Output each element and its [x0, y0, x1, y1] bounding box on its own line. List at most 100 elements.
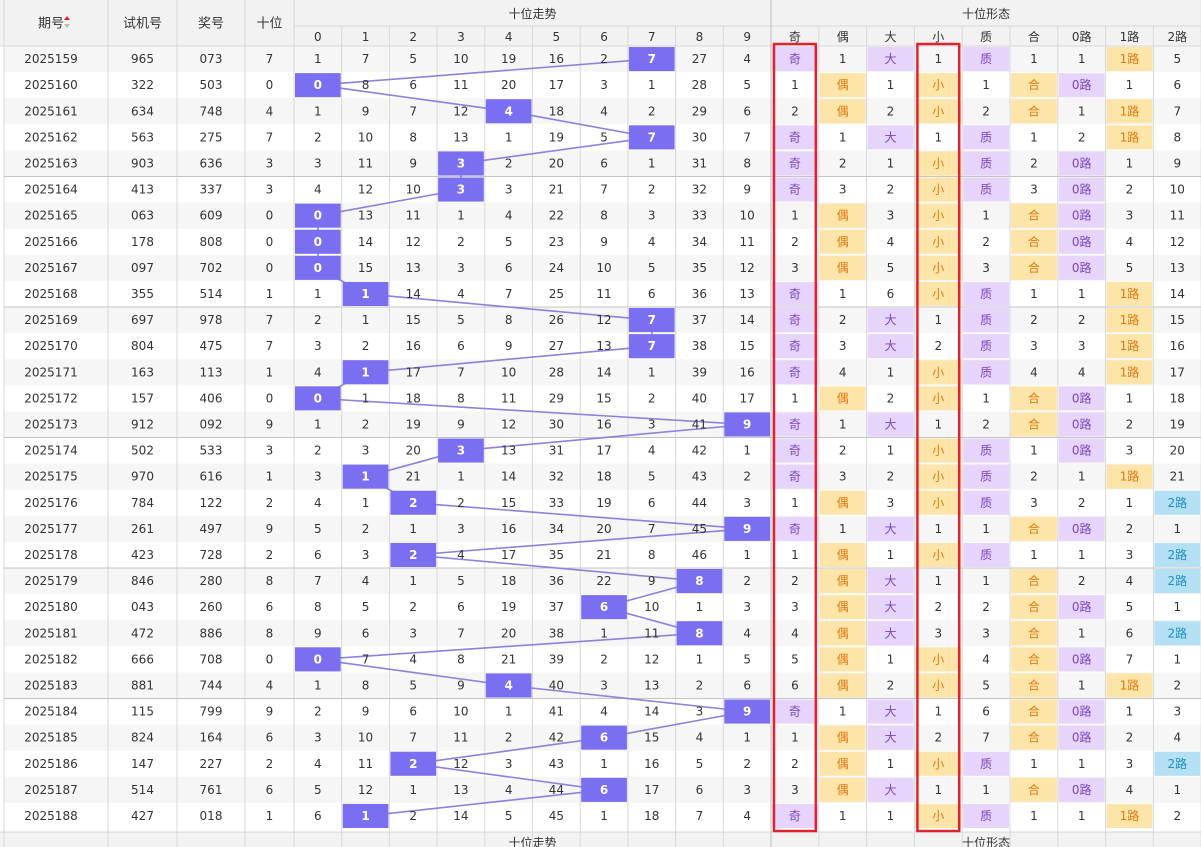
- form-mark-label: 偶: [837, 600, 849, 614]
- form-miss-cell: 1: [791, 548, 799, 562]
- prize-cell: 702: [200, 261, 223, 275]
- trend-ball: [724, 516, 770, 541]
- trial-cell: 912: [131, 417, 154, 431]
- trend-miss-cell: 15: [596, 391, 611, 405]
- form-miss-cell: 1: [1078, 548, 1086, 562]
- prize-cell: 514: [200, 287, 223, 301]
- form-miss-cell: 6: [982, 705, 990, 719]
- prize-cell: 744: [200, 678, 223, 692]
- trend-ball: [295, 647, 341, 672]
- trend-miss-cell: 15: [501, 496, 516, 510]
- period-cell: 2025180: [24, 600, 77, 614]
- trend-miss-cell: 3: [314, 339, 322, 353]
- trend-miss-cell: 6: [314, 809, 322, 823]
- trend-miss-cell: 8: [743, 156, 751, 170]
- form-mark-label: 2路: [1167, 547, 1187, 562]
- form-miss-cell: 2: [839, 156, 847, 170]
- form-mark: [772, 464, 818, 489]
- trend-miss-cell: 15: [406, 313, 421, 327]
- period-cell: 2025162: [24, 130, 77, 144]
- form-miss-cell: 2: [1078, 496, 1086, 510]
- form-miss-cell: 1: [1126, 156, 1134, 170]
- trend-miss-cell: 4: [505, 783, 513, 797]
- form-mark: [1058, 647, 1105, 672]
- trend-ball-label: 1: [361, 470, 369, 484]
- form-miss-cell: 1: [791, 209, 799, 223]
- form-miss-cell: 4: [1126, 235, 1134, 249]
- trend-miss-cell: 1: [457, 470, 465, 484]
- form-mark: [1058, 229, 1105, 254]
- form-miss-cell: 3: [791, 600, 799, 614]
- form-mark: [915, 803, 962, 828]
- table-row: 2025187 514 761 6 5 12 1 13 4 44 6 17 6 3 3 偶大 1 1 合 0路 4 1: [24, 777, 1181, 802]
- form-mark-label: 大: [884, 522, 896, 536]
- trend-miss-cell: 20: [501, 626, 516, 640]
- header-form-col-4: 质: [980, 30, 992, 44]
- trend-miss-cell: 1: [696, 600, 704, 614]
- trend-miss-cell: 20: [406, 444, 421, 458]
- trend-ball: [342, 360, 389, 385]
- form-mark: [1058, 255, 1105, 280]
- header-bg: [0, 0, 1201, 46]
- trend-miss-cell: 7: [362, 652, 370, 666]
- form-mark-label: 奇: [789, 522, 801, 536]
- form-mark: [867, 777, 914, 802]
- form-miss-cell: 1: [1078, 809, 1086, 823]
- trend-ball: [390, 490, 437, 515]
- form-miss-cell: 1: [982, 783, 990, 797]
- trial-cell: 697: [131, 313, 154, 327]
- trend-miss-cell: 8: [409, 130, 417, 144]
- header-trend-col-6: 6: [600, 30, 608, 44]
- form-miss-cell: 6: [1173, 78, 1181, 92]
- form-miss-cell: 3: [839, 183, 847, 197]
- form-mark: [915, 490, 962, 515]
- trend-miss-cell: 3: [409, 626, 417, 640]
- trend-miss-cell: 10: [596, 261, 611, 275]
- form-miss-cell: 1: [1126, 78, 1134, 92]
- trend-miss-cell: 21: [596, 548, 611, 562]
- form-miss-cell: 2: [1030, 156, 1038, 170]
- trend-ball: [438, 151, 484, 176]
- trend-miss-cell: 12: [501, 417, 516, 431]
- form-mark: [963, 542, 1009, 567]
- trend-miss-cell: 4: [314, 757, 322, 771]
- trend-miss-cell: 17: [406, 365, 421, 379]
- trend-ball-label: 0: [314, 391, 322, 405]
- form-mark-label: 小: [932, 444, 944, 458]
- trend-ball-label: 7: [648, 339, 656, 353]
- table-row: 2025174 502 533 3 2 3 20 3 13 31 17 4 42 1 奇 2 1 小 质 1 0路 3 20: [24, 438, 1185, 463]
- form-mark-label: 2路: [1167, 625, 1187, 640]
- form-miss-cell: 1: [1078, 104, 1086, 118]
- trend-miss-cell: 23: [549, 235, 564, 249]
- form-mark-label: 小: [932, 470, 944, 484]
- form-mark-label: 小: [932, 104, 944, 118]
- sort-down-icon[interactable]: [64, 24, 70, 28]
- sort-up-icon[interactable]: [64, 16, 70, 20]
- form-mark-label: 大: [884, 130, 896, 144]
- trend-miss-cell: 5: [505, 809, 513, 823]
- period-cell: 2025185: [24, 731, 77, 745]
- form-miss-cell: 3: [934, 626, 942, 640]
- trend-ball: [295, 386, 341, 411]
- trial-cell: 514: [131, 783, 154, 797]
- form-mark-label: 奇: [789, 470, 801, 484]
- period-cell: 2025166: [24, 235, 77, 249]
- form-mark: [819, 203, 866, 228]
- form-miss-cell: 3: [1126, 209, 1134, 223]
- trend-miss-cell: 10: [406, 183, 421, 197]
- period-cell: 2025167: [24, 261, 77, 275]
- trend-miss-cell: 7: [409, 731, 417, 745]
- form-mark: [1011, 647, 1057, 672]
- period-cell: 2025169: [24, 313, 77, 327]
- prize-cell: 337: [200, 183, 223, 197]
- trend-miss-cell: 31: [692, 156, 707, 170]
- trend-miss-cell: 4: [743, 626, 751, 640]
- trend-miss-cell: 1: [600, 757, 608, 771]
- trend-miss-cell: 19: [596, 496, 611, 510]
- trend-miss-cell: 2: [743, 574, 751, 588]
- trend-miss-cell: 22: [596, 574, 611, 588]
- trend-miss-cell: 37: [692, 313, 707, 327]
- form-mark-label: 0路: [1072, 443, 1092, 458]
- trend-miss-cell: 7: [409, 104, 417, 118]
- trend-miss-cell: 1: [648, 78, 656, 92]
